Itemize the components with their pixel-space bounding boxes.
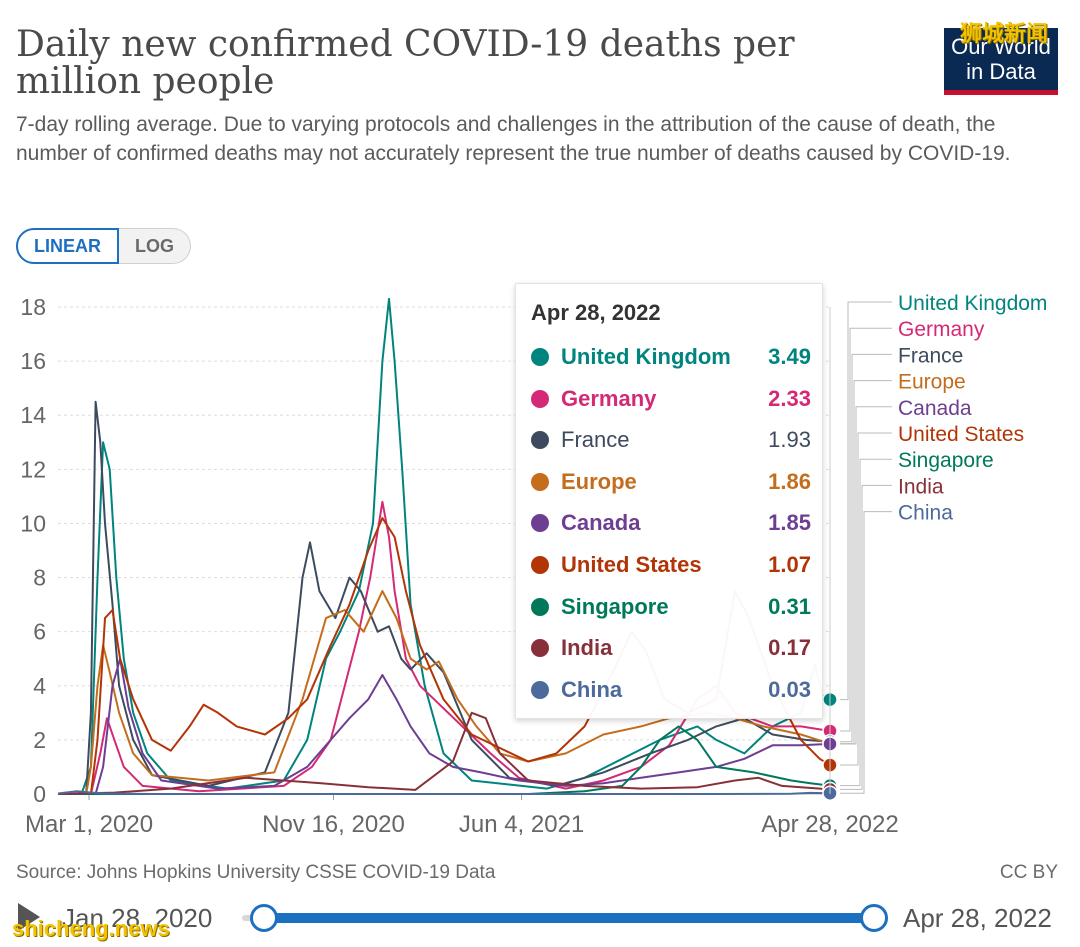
- tooltip-row: Europe 1.86: [531, 467, 811, 497]
- series-line-france: [58, 400, 831, 795]
- tooltip-row: United Kingdom 3.49: [531, 342, 811, 372]
- y-tick-label: 12: [20, 456, 46, 482]
- y-tick-label: 4: [33, 673, 46, 699]
- tooltip-series-value: 1.86: [768, 468, 811, 494]
- timeline-start-handle[interactable]: [250, 904, 278, 932]
- y-tick-label: 10: [20, 510, 46, 536]
- logo-line-1: Our World: [951, 34, 1051, 59]
- legend-connector: [840, 353, 892, 743]
- legend-label-canada: Canada: [898, 397, 972, 420]
- watermark-bottom: shicheng.news: [12, 916, 170, 941]
- line-chart[interactable]: 0 2 4 6 8 10 12 14 16 18 Mar 1, 2020 Nov 16, 2020 Ju…: [0, 270, 1080, 850]
- legend-connector: [840, 458, 892, 787]
- legend-label-india: India: [898, 475, 944, 498]
- timeline-end-handle[interactable]: [860, 904, 888, 932]
- series-dot-icon: [531, 348, 549, 366]
- logo-line-2: in Data: [966, 59, 1036, 84]
- tooltip-date: Apr 28, 2022: [531, 300, 661, 325]
- x-tick-label: Jun 4, 2021: [459, 811, 584, 838]
- tooltip-series-value: 0.17: [768, 635, 811, 661]
- legend-connector: [840, 432, 892, 766]
- tooltip-series-name: Canada: [561, 510, 641, 536]
- series-dot-icon: [531, 639, 549, 658]
- legend-connector: [840, 301, 892, 701]
- legend-connector: [840, 406, 892, 745]
- tooltip-row: Germany 2.33: [531, 384, 811, 414]
- legend-label-europe: Europe: [898, 371, 966, 394]
- tooltip-series-name: France: [561, 427, 630, 453]
- tooltip-series-name: China: [561, 676, 623, 702]
- x-tick-label: Apr 28, 2022: [761, 811, 898, 838]
- legend-connector: [840, 484, 892, 790]
- series-line-india: [57, 711, 831, 795]
- legend-connector: [840, 511, 892, 794]
- tooltip-series-name: United States: [561, 552, 702, 577]
- timeline-range-fill: [264, 913, 874, 923]
- series-dot-icon: [531, 389, 549, 408]
- legend-connector: [840, 327, 892, 732]
- x-tick-label: Nov 16, 2020: [262, 811, 405, 838]
- legend-label-germany: Germany: [898, 318, 985, 341]
- watermark-top: 狮城新闻: [960, 21, 1049, 46]
- source-note[interactable]: Source: Johns Hopkins University CSSE CO…: [16, 862, 496, 883]
- series-dot-icon: [531, 431, 549, 450]
- series-line-united-kingdom: [58, 297, 831, 795]
- y-tick-label: 14: [20, 402, 46, 428]
- log-scale-button[interactable]: LOG: [119, 228, 191, 264]
- tooltip-series-value: 0.31: [768, 593, 811, 619]
- tooltip-series-value: 0.03: [768, 676, 811, 702]
- series-line-canada: [58, 657, 831, 795]
- tooltip-series-value: 2.33: [768, 385, 811, 411]
- hover-tooltip: Apr 28, 2022 United Kingdom 3.49 Germany 2.…: [515, 283, 823, 719]
- legend-label-united-kingdom: United Kingdom: [898, 292, 1047, 315]
- tooltip-row: Singapore 0.31: [531, 592, 811, 622]
- series-dot-icon: [531, 556, 549, 574]
- chart-title: Daily new confirmed COVID-19 deaths per …: [16, 24, 795, 102]
- series-dot-icon: [531, 472, 549, 491]
- scale-toggle: LINEAR LOG: [16, 228, 191, 264]
- tooltip-row: India 0.17: [531, 633, 811, 663]
- y-tick-label: 6: [33, 619, 46, 645]
- play-icon[interactable]: [18, 903, 40, 931]
- tooltip-row: United States 1.07: [531, 550, 811, 580]
- series-dot-icon: [531, 514, 549, 533]
- license-link[interactable]: CC BY: [999, 862, 1058, 883]
- tooltip-series-value: 3.49: [768, 344, 811, 369]
- legend-label-france: France: [898, 344, 963, 367]
- series-dot-icon: [531, 597, 549, 616]
- x-tick-label: Mar 1, 2020: [25, 811, 153, 838]
- tooltip-row: China 0.03: [531, 675, 811, 705]
- tooltip-series-value: 1.85: [768, 510, 811, 536]
- y-tick-label: 8: [33, 565, 46, 591]
- y-tick-label: 18: [20, 294, 46, 320]
- timeline: Jan 28, 2020 Apr 28, 2022: [0, 895, 1080, 945]
- legend-label-united-states: United States: [898, 423, 1024, 446]
- tooltip-series-value: 1.93: [768, 427, 811, 453]
- y-tick-label: 16: [20, 348, 46, 374]
- tooltip-series-name: Germany: [561, 385, 657, 411]
- tooltip-series-name: India: [561, 635, 613, 661]
- legend-label-china: China: [898, 502, 953, 525]
- series-line-singapore: [58, 725, 831, 795]
- linear-scale-button[interactable]: LINEAR: [16, 228, 119, 264]
- tooltip-row: France 1.93: [531, 425, 811, 455]
- owid-logo[interactable]: Our World in Data: [944, 28, 1058, 95]
- tooltip-series-value: 1.07: [768, 552, 811, 577]
- tooltip-series-name: United Kingdom: [561, 344, 731, 369]
- series-line-china: [57, 790, 831, 795]
- timeline-start-label: Jan 28, 2020: [62, 903, 213, 933]
- y-tick-label: 2: [33, 727, 46, 753]
- timeline-end-label: Apr 28, 2022: [903, 903, 1052, 933]
- y-tick-label: 0: [33, 781, 46, 807]
- series-dot-icon: [531, 680, 549, 699]
- legend-label-singapore: Singapore: [898, 449, 994, 472]
- tooltip-series-name: Europe: [561, 468, 637, 494]
- tooltip-row: Canada 1.85: [531, 508, 811, 538]
- chart-subtitle: 7-day rolling average. Due to varying pr…: [16, 113, 1011, 165]
- tooltip-series-name: Singapore: [561, 593, 669, 619]
